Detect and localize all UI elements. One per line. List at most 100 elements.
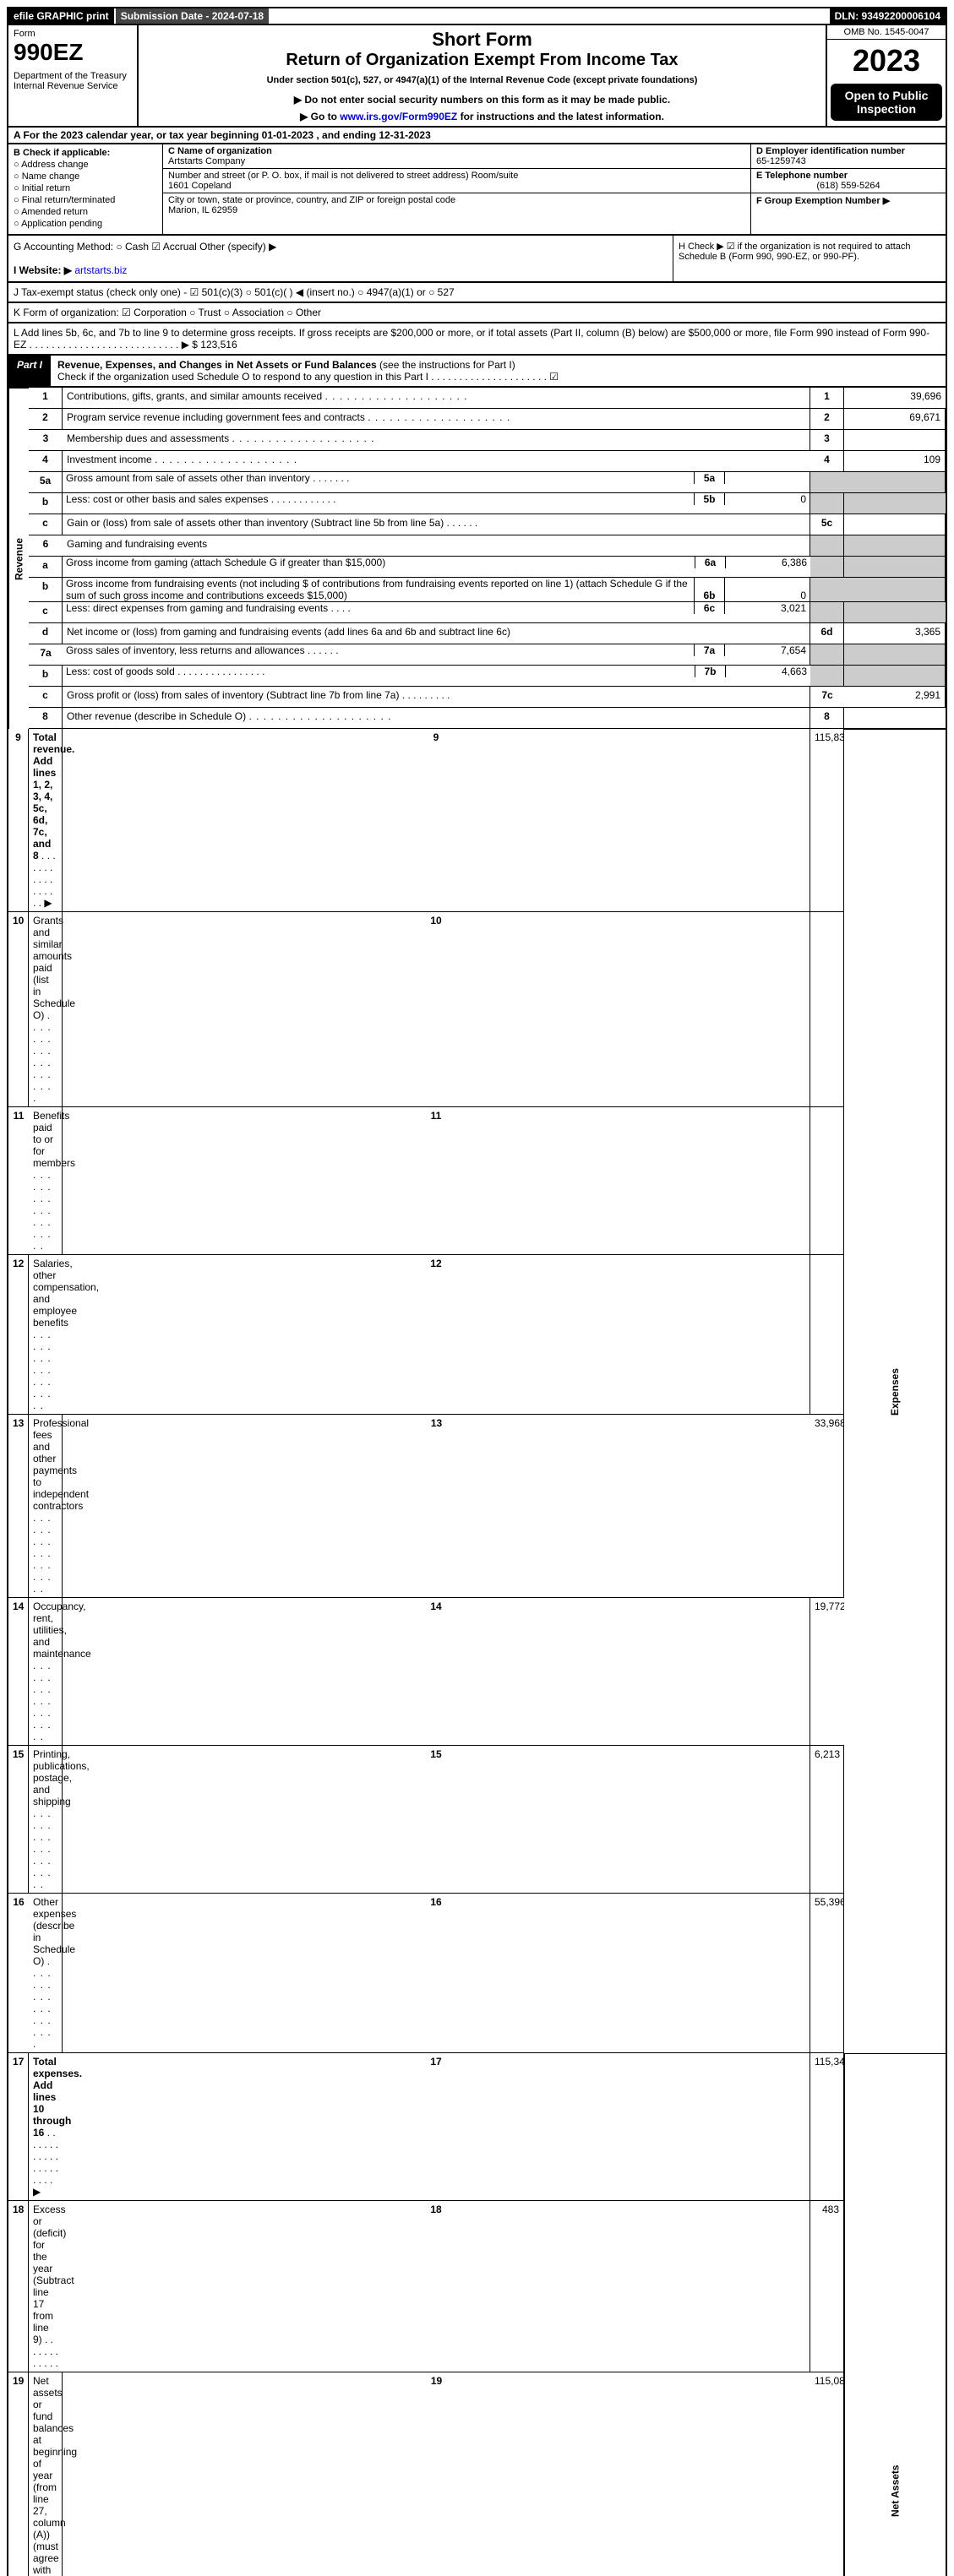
chk-amended[interactable]: ○ Amended return bbox=[14, 207, 157, 217]
row-gh: G Accounting Method: ○ Cash ☑ Accrual Ot… bbox=[7, 236, 947, 283]
org-name: Artstarts Company bbox=[168, 156, 245, 166]
l11-num: 11 bbox=[8, 1107, 29, 1255]
group-exemption-cell: F Group Exemption Number ▶ bbox=[751, 193, 946, 208]
l7c-desc: Gross profit or (loss) from sales of inv… bbox=[63, 687, 810, 708]
col-h: H Check ▶ ☑ if the organization is not r… bbox=[673, 236, 946, 281]
l8-code: 8 bbox=[810, 708, 844, 729]
l7a-desc: Gross sales of inventory, less returns a… bbox=[63, 644, 810, 666]
l4-amt: 109 bbox=[844, 451, 946, 472]
l11-desc: Benefits paid to or for members bbox=[29, 1107, 63, 1255]
l1-code: 1 bbox=[810, 388, 844, 409]
l16-num: 16 bbox=[8, 1894, 29, 2053]
tax-year: 2023 bbox=[827, 40, 946, 82]
website-line: I Website: ▶ artstarts.biz bbox=[14, 264, 668, 276]
l1-amt: 39,696 bbox=[844, 388, 946, 409]
l14-num: 14 bbox=[8, 1598, 29, 1746]
l7b-num: b bbox=[29, 666, 63, 687]
l17-num: 17 bbox=[8, 2053, 29, 2201]
accounting-method: G Accounting Method: ○ Cash ☑ Accrual Ot… bbox=[14, 241, 668, 253]
form-number: 990EZ bbox=[14, 39, 132, 66]
l11-amt bbox=[810, 1107, 844, 1255]
website-link[interactable]: artstarts.biz bbox=[74, 264, 127, 276]
chk-name[interactable]: ○ Name change bbox=[14, 171, 157, 182]
l19-num: 19 bbox=[8, 2372, 29, 2576]
l18-desc: Excess or (deficit) for the year (Subtra… bbox=[29, 2201, 63, 2372]
l6-code bbox=[810, 535, 844, 557]
l12-amt bbox=[810, 1255, 844, 1415]
street-address: 1601 Copeland bbox=[168, 181, 232, 191]
column-def: D Employer identification number 65-1259… bbox=[750, 144, 946, 234]
subtitle-1: Under section 501(c), 527, or 4947(a)(1)… bbox=[142, 75, 822, 85]
l6a-code bbox=[810, 557, 844, 578]
l14-code: 14 bbox=[63, 1598, 810, 1746]
l3-code: 3 bbox=[810, 430, 844, 451]
side-label-revenue: Revenue bbox=[8, 388, 29, 729]
l6-amt bbox=[844, 535, 946, 557]
l6a-amt bbox=[844, 557, 946, 578]
l14-amt: 19,772 bbox=[810, 1598, 844, 1746]
l10-desc: Grants and similar amounts paid (list in… bbox=[29, 912, 63, 1107]
l6d-code: 6d bbox=[810, 623, 844, 644]
l11-code: 11 bbox=[63, 1107, 810, 1255]
open-public-badge: Open to Public Inspection bbox=[831, 84, 942, 121]
chk-initial[interactable]: ○ Initial return bbox=[14, 183, 157, 193]
l7b-amt bbox=[844, 666, 946, 687]
side-label-netassets: Net Assets bbox=[844, 2053, 946, 2576]
l12-code: 12 bbox=[63, 1255, 810, 1415]
l2-num: 2 bbox=[29, 409, 63, 430]
l5a-code bbox=[810, 472, 844, 493]
col-g: G Accounting Method: ○ Cash ☑ Accrual Ot… bbox=[8, 236, 673, 281]
l6c-code bbox=[810, 602, 844, 623]
l15-amt: 6,213 bbox=[810, 1746, 844, 1894]
l12-desc: Salaries, other compensation, and employ… bbox=[29, 1255, 63, 1415]
l16-amt: 55,396 bbox=[810, 1894, 844, 2053]
l5b-amt bbox=[844, 493, 946, 514]
l6d-amt: 3,365 bbox=[844, 623, 946, 644]
l16-desc: Other expenses (describe in Schedule O) bbox=[29, 1894, 63, 2053]
l8-num: 8 bbox=[29, 708, 63, 729]
l7b-desc: Less: cost of goods sold . . . . . . . .… bbox=[63, 666, 810, 687]
l5c-code: 5c bbox=[810, 514, 844, 535]
l3-amt bbox=[844, 430, 946, 451]
l6b-num: b bbox=[29, 578, 63, 602]
dln-label: DLN: 93492200006104 bbox=[830, 8, 946, 24]
part1-table: Revenue 1 Contributions, gifts, grants, … bbox=[7, 388, 947, 2576]
l6b-amt bbox=[844, 578, 946, 602]
department-label: Department of the Treasury Internal Reve… bbox=[14, 71, 132, 91]
l19-amt: 115,089 bbox=[810, 2372, 844, 2576]
l7c-code: 7c bbox=[810, 687, 844, 708]
form-word: Form bbox=[14, 29, 132, 39]
l13-num: 13 bbox=[8, 1415, 29, 1598]
subtitle-3: ▶ Go to www.irs.gov/Form990EZ for instru… bbox=[142, 111, 822, 122]
l7a-num: 7a bbox=[29, 644, 63, 666]
l18-code: 18 bbox=[63, 2201, 810, 2372]
l6c-desc: Less: direct expenses from gaming and fu… bbox=[63, 602, 810, 623]
chk-address[interactable]: ○ Address change bbox=[14, 160, 157, 170]
l8-desc: Other revenue (describe in Schedule O) bbox=[63, 708, 810, 729]
l5c-amt bbox=[844, 514, 946, 535]
part1-title: Revenue, Expenses, and Changes in Net As… bbox=[51, 356, 946, 386]
l4-code: 4 bbox=[810, 451, 844, 472]
l9-num: 9 bbox=[8, 729, 29, 912]
l6-num: 6 bbox=[29, 535, 63, 557]
l15-code: 15 bbox=[63, 1746, 810, 1894]
irs-link[interactable]: www.irs.gov/Form990EZ bbox=[340, 111, 457, 122]
ein-cell: D Employer identification number 65-1259… bbox=[751, 144, 946, 169]
l17-desc: Total expenses. Add lines 10 through 16 … bbox=[29, 2053, 63, 2201]
l6b-code bbox=[810, 578, 844, 602]
chk-pending[interactable]: ○ Application pending bbox=[14, 219, 157, 229]
l14-desc: Occupancy, rent, utilities, and maintena… bbox=[29, 1598, 63, 1746]
efile-label: efile GRAPHIC print bbox=[8, 8, 114, 24]
part1-header: Part I Revenue, Expenses, and Changes in… bbox=[7, 356, 947, 388]
org-name-cell: C Name of organization Artstarts Company bbox=[163, 144, 750, 169]
part1-label: Part I bbox=[8, 356, 51, 386]
l4-desc: Investment income bbox=[63, 451, 810, 472]
row-j: J Tax-exempt status (check only one) - ☑… bbox=[7, 283, 947, 303]
l2-amt: 69,671 bbox=[844, 409, 946, 430]
header-left: Form 990EZ Department of the Treasury In… bbox=[8, 25, 139, 126]
l5a-amt bbox=[844, 472, 946, 493]
l13-desc: Professional fees and other payments to … bbox=[29, 1415, 63, 1598]
l18-num: 18 bbox=[8, 2201, 29, 2372]
ein-value: 65-1259743 bbox=[756, 156, 806, 166]
chk-final[interactable]: ○ Final return/terminated bbox=[14, 195, 157, 205]
